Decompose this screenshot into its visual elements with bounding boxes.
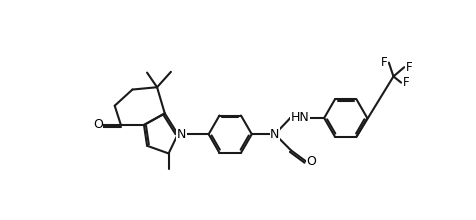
Text: N: N	[269, 128, 279, 141]
Text: HN: HN	[290, 111, 309, 124]
Text: O: O	[93, 118, 102, 132]
Text: F: F	[380, 56, 387, 69]
Text: F: F	[405, 61, 411, 74]
Text: F: F	[402, 76, 408, 89]
Text: O: O	[306, 155, 315, 168]
Text: N: N	[177, 128, 186, 141]
